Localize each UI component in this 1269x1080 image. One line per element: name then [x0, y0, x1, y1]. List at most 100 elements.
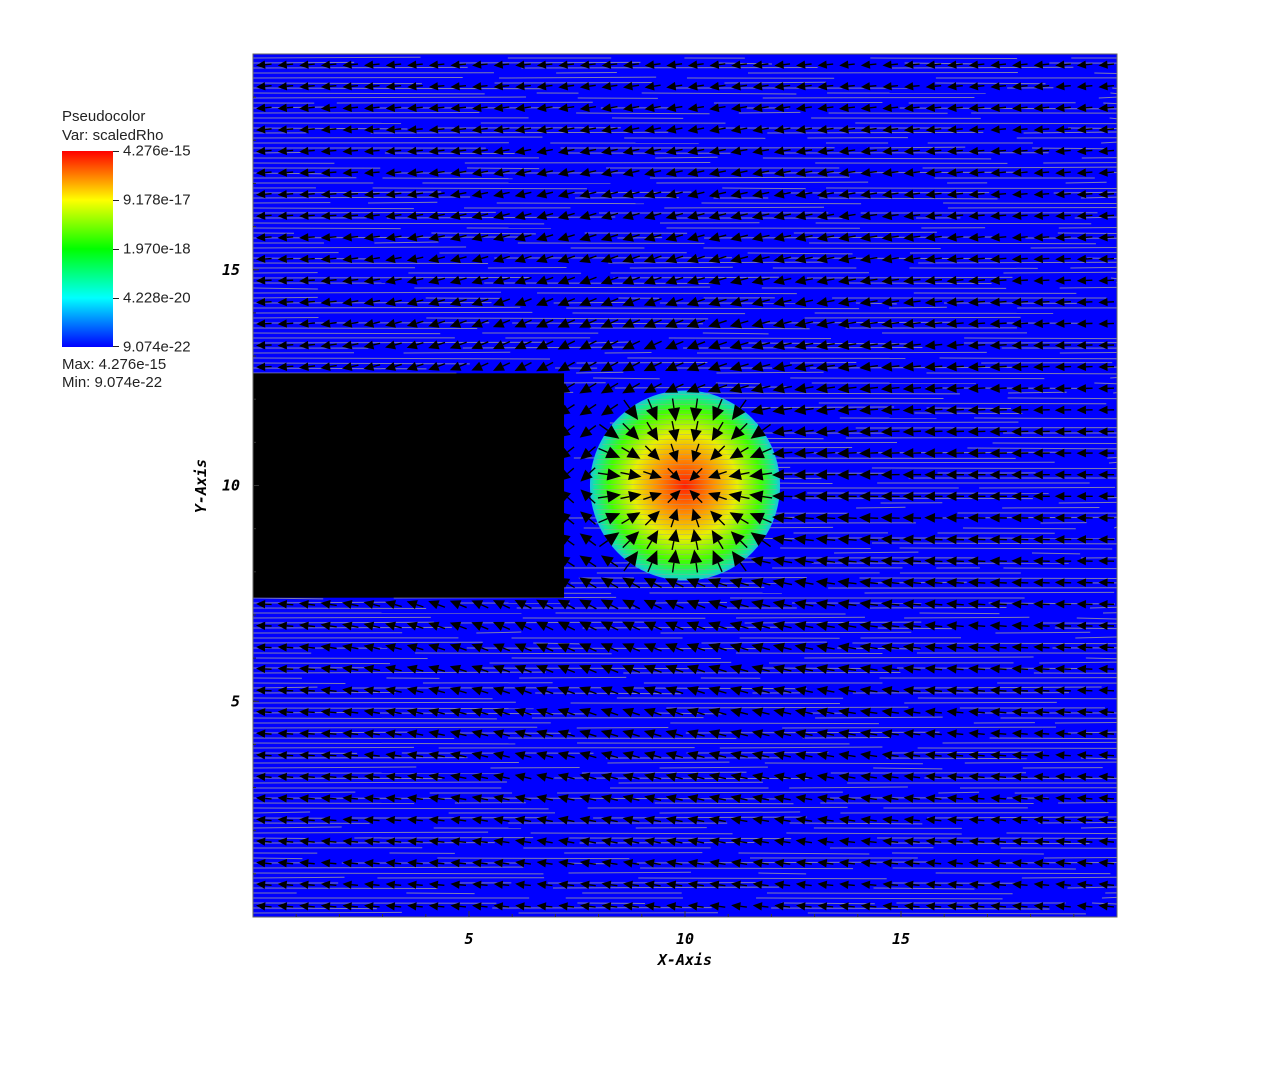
vector-arrow-shaft: [1021, 819, 1028, 822]
vector-arrow-head: [557, 686, 570, 696]
vector-arrow-shaft: [913, 776, 921, 779]
vector-arrow-head: [558, 469, 571, 482]
vector-arrow-head: [298, 383, 309, 393]
vector-arrow-head: [773, 664, 785, 675]
flow-streak: [253, 746, 414, 749]
vector-arrow-head: [536, 232, 548, 242]
vector-arrow-shaft: [675, 63, 683, 66]
vector-arrow-shaft: [589, 733, 597, 737]
vector-arrow-shaft: [913, 171, 921, 174]
vector-arrow-shaft: [783, 127, 791, 130]
flow-streak: [864, 591, 1115, 594]
vector-arrow-shaft: [394, 342, 402, 346]
vector-arrow-head: [838, 815, 849, 825]
vector-arrow-head: [686, 296, 699, 307]
vector-arrow-head: [342, 621, 353, 631]
vector-arrow-head: [363, 426, 375, 436]
vector-arrow-shaft: [848, 430, 857, 433]
vector-arrow-head: [686, 382, 700, 393]
vector-arrow-head: [320, 448, 331, 458]
vector-arrow-head: [690, 428, 702, 443]
vector-arrow-head: [904, 82, 914, 91]
vector-arrow-head: [514, 210, 526, 220]
vector-arrow-head: [407, 815, 417, 825]
vector-arrow-head: [255, 513, 266, 523]
vector-arrow-head: [1054, 621, 1065, 631]
vector-arrow-head: [1033, 794, 1043, 803]
vector-arrow-head: [277, 384, 288, 393]
vector-arrow-head: [471, 686, 483, 696]
vector-arrow-head: [363, 664, 375, 674]
vector-arrow-head: [882, 837, 892, 846]
vector-arrow-shaft: [502, 319, 511, 324]
flow-streak: [780, 547, 871, 550]
vector-arrow-shaft: [545, 361, 554, 367]
vector-arrow-shaft: [913, 300, 921, 303]
vector-arrow-shaft: [480, 277, 489, 281]
vector-arrow-shaft: [308, 538, 316, 542]
vector-arrow-shaft: [891, 819, 899, 822]
vector-arrow-shaft: [286, 430, 294, 433]
vector-arrow-shaft: [502, 404, 511, 410]
vector-arrow-head: [558, 124, 569, 134]
vector-arrow-shaft: [502, 149, 510, 152]
vector-arrow-shaft: [848, 235, 856, 238]
vector-arrow-shaft: [999, 149, 1007, 152]
vector-arrow-head: [407, 125, 417, 134]
flow-streak: [253, 207, 414, 210]
vector-arrow-shaft: [762, 517, 772, 524]
vector-arrow-head: [256, 168, 266, 177]
vector-arrow-head: [407, 837, 417, 846]
vector-arrow-head: [881, 340, 893, 350]
vector-arrow-head: [622, 124, 634, 134]
vector-arrow-shaft: [610, 819, 618, 823]
vector-arrow-shaft: [805, 733, 813, 737]
vector-arrow-head: [752, 794, 763, 804]
vector-arrow-shaft: [848, 582, 857, 585]
vector-arrow-head: [558, 81, 569, 91]
flow-streak: [762, 96, 975, 99]
vector-arrow-shaft: [394, 582, 402, 586]
vector-arrow-shaft: [869, 819, 877, 822]
vector-arrow-head: [1055, 772, 1065, 782]
vector-arrow-head: [600, 643, 613, 653]
vector-arrow-head: [772, 318, 785, 329]
vector-arrow-head: [385, 146, 396, 156]
vector-arrow-shaft: [459, 496, 467, 502]
vector-arrow-shaft: [567, 382, 575, 389]
vector-arrow-shaft: [632, 711, 640, 716]
vector-arrow-head: [882, 902, 892, 911]
vector-arrow-shaft: [697, 862, 705, 866]
flow-streak: [922, 166, 1117, 169]
vector-arrow-head: [902, 534, 914, 545]
vector-arrow-shaft: [351, 560, 359, 564]
vector-arrow-head: [536, 82, 547, 91]
vector-arrow-head: [1098, 556, 1108, 566]
vector-arrow-head: [536, 751, 548, 761]
vector-arrow-head: [794, 382, 807, 394]
flow-streak: [253, 222, 545, 225]
vector-arrow-shaft: [459, 884, 467, 887]
vector-arrow-shaft: [826, 170, 834, 174]
vector-arrow-shaft: [329, 517, 337, 521]
vector-arrow-head: [925, 211, 936, 221]
vector-arrow-shaft: [610, 905, 618, 908]
vector-arrow-head: [774, 103, 785, 113]
vector-arrow-shaft: [913, 711, 921, 714]
flow-streak: [253, 287, 318, 290]
vector-arrow-head: [320, 578, 331, 588]
vector-arrow-shaft: [848, 711, 856, 715]
vector-arrow-head: [493, 404, 506, 415]
vector-arrow-shaft: [999, 668, 1007, 671]
vector-arrow-head: [1098, 82, 1108, 91]
vector-arrow-shaft: [934, 149, 942, 152]
vector-arrow-shaft: [502, 63, 510, 66]
vector-arrow-shaft: [934, 257, 942, 260]
vector-arrow-shaft: [416, 733, 424, 736]
vector-arrow-shaft: [826, 603, 835, 607]
vector-arrow-head: [298, 535, 309, 544]
vector-arrow-shaft: [1085, 128, 1093, 131]
vector-arrow-head: [773, 772, 785, 782]
vector-arrow-head: [515, 82, 525, 91]
vector-arrow-shaft: [459, 234, 467, 238]
